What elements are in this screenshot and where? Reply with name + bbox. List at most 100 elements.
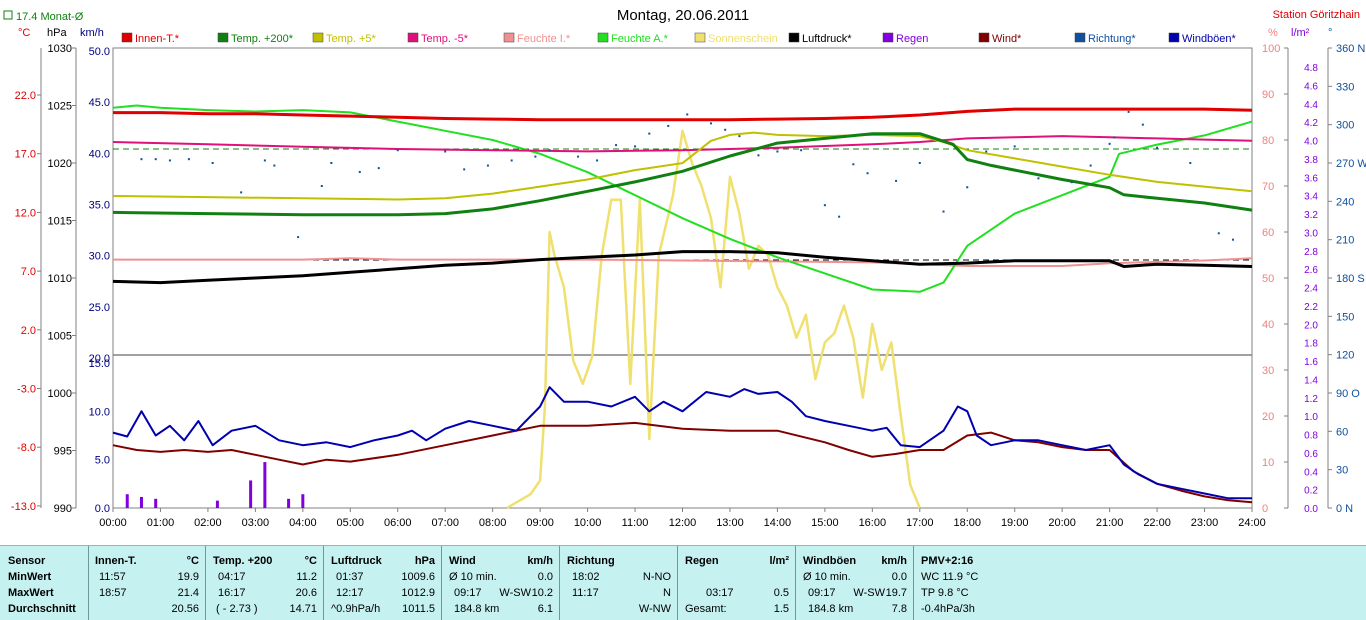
rain-tick-label: 3.4 (1304, 192, 1318, 203)
pressure-tick-label: 1025 (48, 101, 72, 113)
direction-tick-label: 240 (1336, 196, 1354, 208)
humidity-tick-label: 100 (1262, 43, 1280, 55)
richtung-header: Richtung (567, 555, 615, 567)
legend-label: Luftdruck* (802, 33, 852, 45)
speed-unit-label: km/h (80, 27, 104, 39)
direction-point (738, 135, 741, 138)
legend-swatch (312, 32, 324, 43)
direction-point (800, 149, 803, 152)
rain-tick-label: 3.6 (1304, 173, 1318, 184)
direction-point (838, 215, 841, 218)
pressure-tick-label: 1010 (48, 273, 72, 285)
humidity-tick-label: 50 (1262, 273, 1274, 285)
richtung-min-time: 18:02 (572, 571, 600, 583)
temp-min-value: 11.2 (296, 571, 317, 583)
rain-tick-label: 1.0 (1304, 412, 1318, 423)
innen-column: Innen-T. °C 11:57 19.9 18:57 21.4 20.56 (88, 546, 205, 620)
rain-tick-label: 3.0 (1304, 228, 1318, 239)
pressure-tick-label: 990 (54, 503, 72, 515)
direction-tick-label: 180 S (1336, 273, 1365, 285)
direction-tick-label: 120 (1336, 350, 1354, 362)
temp-tick-label: 12.0 (15, 207, 36, 219)
direction-point (1127, 110, 1130, 113)
speed-tick-label: 5.0 (95, 455, 110, 467)
rain-tick-label: 2.4 (1304, 284, 1318, 295)
time-tick-label: 12:00 (669, 517, 697, 529)
legend-label: Richtung* (1088, 33, 1136, 45)
direction-point (444, 150, 447, 153)
legend-label: Feuchte A.* (611, 33, 669, 45)
time-tick-label: 20:00 (1048, 517, 1076, 529)
time-tick-label: 14:00 (764, 517, 792, 529)
pressure-tick-label: 995 (54, 446, 72, 458)
direction-tick-label: 210 (1336, 235, 1354, 247)
legend-label: Temp. +5* (326, 33, 377, 45)
rain-tick-label: 1.4 (1304, 375, 1318, 386)
boeen-max-time: 09:17 (808, 587, 836, 599)
sensor-header: Sensor (8, 555, 46, 567)
station-name: Station Göritzhain (1273, 9, 1360, 21)
direction-point (548, 149, 551, 152)
richtung-min-value: N-NO (642, 571, 671, 583)
rain-bar (301, 494, 305, 508)
direction-tick-label: 300 (1336, 120, 1354, 132)
humidity-tick-label: 40 (1262, 319, 1274, 331)
richtung-max-time: 11:17 (572, 587, 599, 599)
direction-point (297, 236, 300, 239)
luftdruck-min-value: 1009.6 (401, 571, 435, 583)
boeen-column: Windböen km/h Ø 10 min. 0.0 09:17 W-SW 1… (795, 546, 913, 620)
direction-point (1156, 146, 1159, 149)
rain-tick-label: 4.6 (1304, 81, 1318, 92)
direction-point (320, 185, 323, 187)
direction-point (486, 164, 489, 167)
direction-tick-label: 360 N (1336, 43, 1365, 55)
direction-point (615, 144, 618, 147)
humidity-tick-label: 90 (1262, 89, 1274, 101)
legend-label: Temp. +200* (231, 33, 294, 45)
speed-tick-label: 50.0 (89, 46, 110, 58)
time-tick-label: 08:00 (479, 517, 507, 529)
legend-label: Sonnenschein (708, 33, 778, 45)
chart-title: Montag, 20.06.2011 (617, 7, 749, 24)
temp-5-line (112, 135, 1253, 153)
direction-point (577, 155, 580, 158)
legend-label: Regen (896, 33, 928, 45)
wind-max-value: 10.2 (531, 587, 553, 599)
temp-5-line (112, 131, 1253, 201)
feuchte-a-line (112, 104, 1253, 293)
regen-total-value: 1.5 (773, 603, 789, 615)
wind-max-time: 09:17 (454, 587, 482, 599)
time-tick-label: 02:00 (194, 517, 222, 529)
luftdruck-trend: ^0.9hPa/h (331, 603, 381, 615)
pressure-tick-label: 1030 (48, 43, 72, 55)
direction-point (273, 164, 276, 167)
time-tick-label: 18:00 (953, 517, 981, 529)
temp-max-time: 16:17 (218, 587, 246, 599)
weather-chart: 22.017.012.07.02.0-3.0-8.0-13.0103010251… (3, 7, 1366, 529)
avg-label: Durchschnitt (8, 603, 76, 615)
direction-point (1141, 123, 1144, 126)
humidity-tick-label: 30 (1262, 365, 1274, 377)
sensor-column: Sensor MinWert MaxWert Durchschnitt (0, 546, 88, 620)
legend-label: Windböen* (1182, 33, 1237, 45)
rain-bar (263, 462, 267, 508)
rain-bar (287, 498, 291, 508)
direction-point (154, 158, 157, 161)
time-tick-label: 00:00 (99, 517, 127, 529)
feuchte-i-line (113, 257, 1253, 267)
boeen-max-value: 19.7 (885, 587, 907, 599)
boeen-min-value: 0.0 (891, 571, 907, 583)
legend-swatch (882, 32, 894, 43)
humidity-tick-label: 20 (1262, 411, 1274, 423)
direction-point (852, 163, 855, 166)
time-tick-label: 11:00 (622, 517, 649, 529)
temp-column: Temp. +200 °C 04:17 11.2 16:17 20.6 ( - … (205, 546, 323, 620)
direction-point (667, 124, 670, 127)
windb-en-line (112, 386, 1252, 500)
humidity-tick-label: 70 (1262, 181, 1274, 193)
wind-column: Wind km/h Ø 10 min. 0.0 09:17 W-SW 10.2 … (441, 546, 559, 620)
direction-tick-label: 150 (1336, 311, 1354, 323)
direction-point (895, 179, 898, 182)
temp-200-line (112, 132, 1253, 217)
direction-tick-label: 270 W (1336, 158, 1366, 170)
